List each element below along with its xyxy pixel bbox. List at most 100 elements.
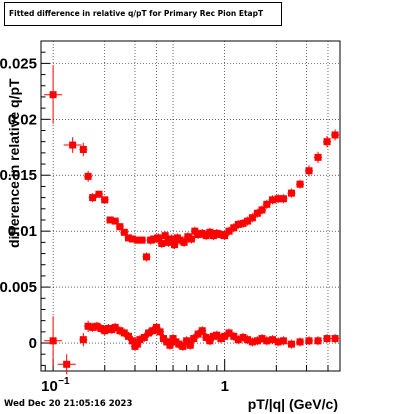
data-point [79,336,87,344]
data-point [253,337,261,345]
data-point [296,180,304,188]
data-point [194,231,202,239]
data-point [179,342,187,350]
data-point [248,338,256,346]
data-point [202,232,210,240]
y-tick-label: 0.025 [0,55,37,72]
data-point [296,338,304,346]
data-point [147,236,155,244]
axes-frame [40,40,341,372]
data-point [111,323,119,331]
data-point [331,131,339,139]
data-point [230,332,238,340]
data-point [84,172,92,180]
data-point [221,232,229,240]
data-point [69,141,77,149]
data-point [89,194,97,202]
data-point [213,331,221,339]
data-point [140,333,148,341]
data-point [84,322,92,330]
data-point [106,216,114,224]
data-point [151,235,159,243]
data-point [206,337,214,345]
x-tick-label: 10 [41,378,58,395]
data-point [95,190,103,198]
data-point [128,235,136,243]
data-point [116,223,124,231]
y-tick-label: 0 [29,335,37,352]
y-tick-label: 0.02 [8,111,37,128]
data-point [305,167,313,175]
data-point [239,333,247,341]
data-point [133,236,141,244]
data-point [263,337,271,345]
data-point [111,217,119,225]
x-axis-label: pT/|q| (GeV/c) [247,396,338,412]
data-point [230,224,238,232]
data-point [213,229,221,237]
data-point [171,241,179,249]
data-point [274,195,282,203]
data-point [186,341,194,349]
data-point [154,234,162,242]
data-point [184,233,192,241]
data-point [323,138,331,146]
data-points [44,65,340,375]
data-point [287,189,295,197]
data-point [274,338,282,346]
data-point [194,330,202,338]
data-point [120,228,128,236]
data-point [101,327,109,335]
data-point [258,206,266,214]
grid [41,41,340,371]
data-point [244,336,252,344]
data-point [279,337,287,345]
data-point [89,323,97,331]
data-point [120,329,128,337]
data-point [314,337,322,345]
data-point [149,327,157,335]
data-point [323,335,331,343]
data-point [244,217,252,225]
data-point [287,340,295,348]
data-point [258,335,266,343]
data-point [187,235,195,243]
data-point [136,336,144,344]
data-point [128,337,136,345]
data-point [198,327,206,335]
data-point [133,340,141,348]
data-point [176,236,184,244]
data-point [97,324,105,332]
data-point [331,335,339,343]
data-point [156,328,164,336]
data-point [202,333,210,341]
data-point [142,253,150,261]
data-point [198,229,206,237]
data-point [248,214,256,222]
data-point [145,329,153,337]
data-point [217,231,225,239]
chart-title: Fitted difference in relative q/pT for P… [4,2,282,26]
data-point [175,340,183,348]
y-tick-label: 0.01 [8,223,37,240]
y-tick-label: 0.005 [0,279,37,296]
data-point [239,219,247,227]
data-point [116,327,124,335]
data-point [263,200,271,208]
data-point [269,196,277,204]
data-point [49,337,57,345]
data-point [221,332,229,340]
data-point [314,153,322,161]
data-point [168,235,176,243]
data-point [101,196,109,204]
data-point [234,336,242,344]
data-point [124,332,132,340]
data-point [217,335,225,343]
x-tick-label: 1 [221,378,229,395]
data-point [158,239,166,247]
data-point [190,335,198,343]
data-point [138,236,146,244]
x-tick-label-exponent: −1 [58,376,70,387]
